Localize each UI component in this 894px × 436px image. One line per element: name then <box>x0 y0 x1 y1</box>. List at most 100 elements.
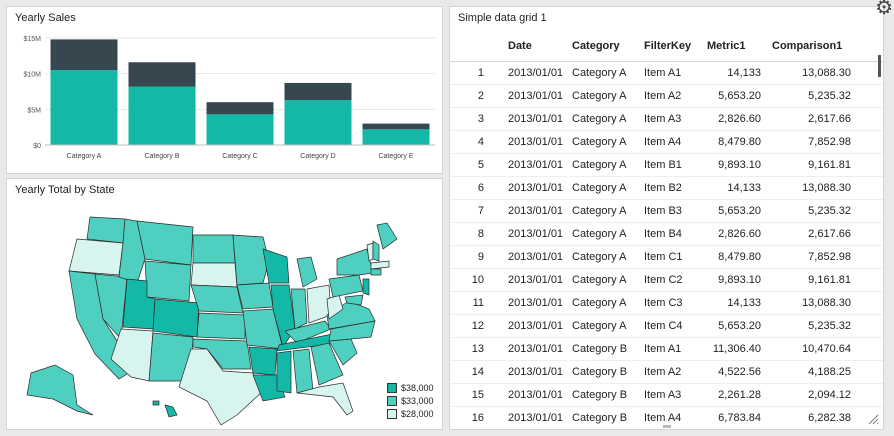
resize-grip-icon[interactable] <box>867 413 879 425</box>
column-header-category[interactable]: Category <box>572 40 620 52</box>
state-mi[interactable] <box>296 256 318 288</box>
bar-category-e-segment-1[interactable] <box>362 129 430 145</box>
date-cell: 2013/01/01 <box>508 205 564 217</box>
state-in[interactable] <box>290 288 308 330</box>
bar-category-d-segment-1[interactable] <box>284 100 352 145</box>
state-ma[interactable] <box>370 260 390 270</box>
row-index-cell: 13 <box>471 343 484 355</box>
x-tick-label: Category C <box>222 153 257 160</box>
us-state-map <box>26 216 398 426</box>
row-index-cell: 7 <box>477 205 484 217</box>
table-row[interactable]: 14 2013/01/01 Category B Item A2 4,522.56 4,1… <box>450 361 883 384</box>
date-cell: 2013/01/01 <box>508 136 564 148</box>
state-hi-2[interactable] <box>152 400 160 406</box>
table-row[interactable]: 4 2013/01/01 Category A Item A4 8,479.80 7,85… <box>450 131 883 154</box>
category-cell: Category A <box>572 205 627 217</box>
comparison1-cell: 13,088.30 <box>802 182 851 194</box>
table-row[interactable]: 9 2013/01/01 Category A Item C1 8,479.80 7,85… <box>450 246 883 269</box>
table-row[interactable]: 10 2013/01/01 Category A Item C2 9,893.10 9,1… <box>450 269 883 292</box>
comparison1-cell: 4,188.25 <box>808 366 851 378</box>
bar-category-a-segment-2[interactable] <box>50 39 118 71</box>
vertical-scrollbar-thumb[interactable] <box>878 55 881 77</box>
bar-category-a-segment-1[interactable] <box>50 70 118 145</box>
metric1-cell: 2,826.60 <box>718 113 761 125</box>
table-row[interactable]: 6 2013/01/01 Category A Item B2 14,133 13,088… <box>450 177 883 200</box>
table-row[interactable]: 1 2013/01/01 Category A Item A1 14,133 13,088… <box>450 62 883 85</box>
state-az[interactable] <box>110 328 154 382</box>
table-row[interactable]: 2 2013/01/01 Category A Item A2 5,653.20 5,23… <box>450 85 883 108</box>
table-row[interactable]: 5 2013/01/01 Category A Item B1 9,893.10 9,16… <box>450 154 883 177</box>
row-index-cell: 6 <box>477 182 484 194</box>
state-nh[interactable] <box>372 240 380 262</box>
bar-category-c-segment-1[interactable] <box>206 114 274 145</box>
table-row[interactable]: 7 2013/01/01 Category A Item B3 5,653.20 5,23… <box>450 200 883 223</box>
metric1-cell: 2,826.60 <box>718 228 761 240</box>
panel-bottom-handle[interactable] <box>663 425 671 428</box>
bar-category-b-segment-1[interactable] <box>128 86 196 145</box>
state-ga[interactable] <box>310 342 344 386</box>
state-me[interactable] <box>376 222 398 250</box>
comparison1-cell: 6,282.38 <box>808 412 851 424</box>
row-index-cell: 11 <box>472 297 484 309</box>
state-ms[interactable] <box>276 350 292 394</box>
filterkey-cell: Item A2 <box>644 90 682 102</box>
state-ct[interactable] <box>370 268 382 276</box>
state-co[interactable] <box>152 298 200 338</box>
state-md[interactable] <box>344 294 364 306</box>
legend-item: $38,000 <box>387 382 447 395</box>
row-index-cell: 1 <box>477 67 484 79</box>
comparison1-cell: 2,617.66 <box>808 113 851 125</box>
state-wa[interactable] <box>86 216 126 244</box>
state-wy[interactable] <box>144 260 192 302</box>
filterkey-cell: Item A3 <box>644 113 682 125</box>
state-sd[interactable] <box>190 262 238 288</box>
category-cell: Category A <box>572 182 627 194</box>
gear-icon[interactable]: ⚙ <box>875 0 893 19</box>
table-row[interactable]: 3 2013/01/01 Category A Item A3 2,826.60 2,61… <box>450 108 883 131</box>
state-fl[interactable] <box>296 382 354 416</box>
filterkey-cell: Item A3 <box>644 389 682 401</box>
bar-category-c-segment-2[interactable] <box>206 102 274 115</box>
state-ne[interactable] <box>190 284 244 314</box>
state-ak[interactable] <box>26 364 94 416</box>
table-row[interactable]: 8 2013/01/01 Category A Item B4 2,826.60 2,61… <box>450 223 883 246</box>
metric1-cell: 5,653.20 <box>718 320 761 332</box>
state-nj[interactable] <box>362 278 370 296</box>
state-al[interactable] <box>292 348 314 394</box>
state-or[interactable] <box>68 238 124 276</box>
comparison1-cell: 2,094.12 <box>808 389 851 401</box>
bar-category-e-segment-2[interactable] <box>362 123 430 130</box>
state-ks[interactable] <box>196 312 246 340</box>
bar-category-d-segment-2[interactable] <box>284 82 352 101</box>
y-tick-label: $10M <box>23 72 41 79</box>
state-tx[interactable] <box>178 348 264 426</box>
column-header-date[interactable]: Date <box>508 40 532 52</box>
row-index-cell: 14 <box>471 366 484 378</box>
column-header-filterkey[interactable]: FilterKey <box>644 40 692 52</box>
legend-swatch <box>387 383 397 393</box>
comparison1-cell: 13,088.30 <box>802 297 851 309</box>
state-wi[interactable] <box>262 248 290 284</box>
state-ar[interactable] <box>248 346 278 376</box>
filterkey-cell: Item A4 <box>644 412 682 424</box>
yearly-sales-panel: Yearly Sales $0 $5M $10M $15M Category A Cate… <box>6 6 443 174</box>
state-ny[interactable] <box>336 248 374 276</box>
column-header-comparison1[interactable]: Comparison1 <box>772 40 843 52</box>
table-row[interactable]: 11 2013/01/01 Category A Item C3 14,133 13,08… <box>450 292 883 315</box>
table-row[interactable]: 12 2013/01/01 Category A Item C4 5,653.20 5,2… <box>450 315 883 338</box>
table-row[interactable]: 13 2013/01/01 Category B Item A1 11,306.40 10… <box>450 338 883 361</box>
state-nd[interactable] <box>192 234 236 264</box>
bar-category-b-segment-2[interactable] <box>128 62 196 87</box>
date-cell: 2013/01/01 <box>508 251 564 263</box>
state-ia[interactable] <box>236 282 274 310</box>
state-hi[interactable] <box>164 404 178 418</box>
table-row[interactable]: 15 2013/01/01 Category B Item A3 2,261.28 2,0… <box>450 384 883 407</box>
row-index-cell: 16 <box>471 412 484 424</box>
state-mt[interactable] <box>136 220 194 266</box>
category-cell: Category A <box>572 297 627 309</box>
table-row[interactable]: 16 2013/01/01 Category B Item A4 6,783.84 6,2… <box>450 407 883 429</box>
column-header-metric1[interactable]: Metric1 <box>707 40 746 52</box>
state-pa[interactable] <box>328 274 364 298</box>
state-mn[interactable] <box>232 234 270 286</box>
x-tick-label: Category B <box>144 153 179 160</box>
